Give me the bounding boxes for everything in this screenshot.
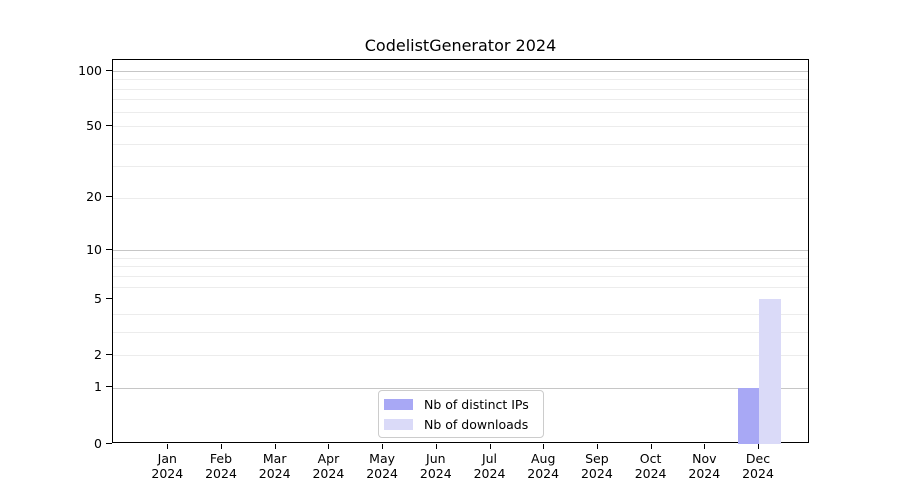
y-tick-label-10: 10 [86, 241, 102, 257]
y-gridline-minor-2 [113, 355, 808, 357]
legend-item-nb-of-distinct-ips: Nb of distinct IPs [384, 394, 535, 414]
x-tick-label-may-2024: May 2024 [366, 451, 398, 481]
x-tick-label-oct-2024: Oct 2024 [634, 451, 667, 481]
y-gridline-minor-90 [113, 79, 808, 81]
y-tick-100 [106, 69, 112, 71]
x-tick-jul-2024 [489, 444, 491, 449]
y-gridline-minor-30 [113, 166, 808, 168]
y-tick-10 [106, 248, 112, 250]
x-tick-label-jan-2024: Jan 2024 [151, 451, 184, 481]
x-tick-label-jun-2024: Jun 2024 [419, 451, 452, 481]
plot-area [112, 59, 809, 444]
y-tick-label-2: 2 [94, 346, 102, 362]
y-tick-label-1: 1 [94, 379, 102, 395]
legend-swatch-nb-of-distinct-ips [384, 398, 413, 410]
y-gridline-minor-70 [113, 99, 808, 101]
legend-label-nb-of-downloads: Nb of downloads [424, 416, 529, 432]
x-tick-dec-2024 [758, 444, 759, 449]
x-tick-label-feb-2024: Feb 2024 [205, 451, 237, 481]
y-gridline-minor-40 [113, 143, 808, 145]
legend: Nb of distinct IPs Nb of downloads [378, 390, 544, 438]
y-tick-label-20: 20 [86, 189, 102, 205]
x-tick-mar-2024 [274, 444, 276, 449]
x-tick-feb-2024 [221, 444, 222, 449]
x-tick-oct-2024 [650, 444, 652, 449]
legend-label-nb-of-distinct-ips: Nb of distinct IPs [424, 396, 529, 412]
x-tick-jan-2024 [167, 444, 169, 449]
x-tick-apr-2024 [328, 444, 330, 449]
chart-title: CodelistGenerator 2024 [364, 36, 557, 55]
bar-nb-of-downloads-dec-2024 [759, 299, 781, 444]
y-tick-5 [106, 297, 112, 299]
x-tick-label-mar-2024: Mar 2024 [258, 451, 291, 481]
y-gridline-minor-20 [113, 197, 808, 199]
y-gridline-minor-60 [113, 111, 808, 113]
bar-nb-of-distinct-ips-dec-2024 [737, 387, 759, 444]
y-gridline-major-1 [113, 387, 808, 389]
legend-swatch-nb-of-downloads [384, 418, 413, 430]
y-gridline-major-100 [113, 71, 808, 72]
y-tick-label-100: 100 [78, 62, 102, 78]
x-tick-label-dec-2024: Dec 2024 [742, 451, 774, 481]
y-gridline-minor-3 [113, 331, 808, 333]
y-tick-label-0: 0 [94, 435, 102, 451]
x-tick-jun-2024 [435, 444, 437, 449]
x-tick-nov-2024 [704, 444, 706, 449]
y-gridline-minor-9 [113, 257, 808, 259]
y-gridline-minor-80 [113, 88, 808, 90]
y-gridline-minor-50 [113, 126, 808, 128]
x-tick-sep-2024 [596, 444, 598, 449]
y-gridline-minor-7 [113, 275, 808, 277]
x-tick-label-jul-2024: Jul 2024 [473, 451, 506, 481]
y-tick-50 [106, 124, 112, 126]
y-tick-20 [106, 196, 112, 198]
y-tick-label-50: 50 [86, 117, 102, 133]
legend-item-nb-of-downloads: Nb of downloads [384, 414, 535, 434]
x-tick-label-aug-2024: Aug 2024 [527, 451, 560, 481]
y-tick-2 [106, 353, 112, 355]
y-tick-1 [106, 386, 112, 388]
x-tick-aug-2024 [543, 444, 545, 449]
y-gridline-minor-4 [113, 313, 808, 315]
y-gridline-major-10 [113, 250, 808, 252]
x-tick-may-2024 [382, 444, 384, 449]
y-gridline-minor-8 [113, 266, 808, 268]
x-tick-label-apr-2024: Apr 2024 [312, 451, 345, 481]
x-tick-label-nov-2024: Nov 2024 [688, 451, 721, 481]
y-tick-label-5: 5 [94, 290, 102, 306]
y-tick-0 [106, 442, 112, 444]
y-gridline-minor-6 [113, 286, 808, 288]
x-tick-label-sep-2024: Sep 2024 [580, 451, 613, 481]
